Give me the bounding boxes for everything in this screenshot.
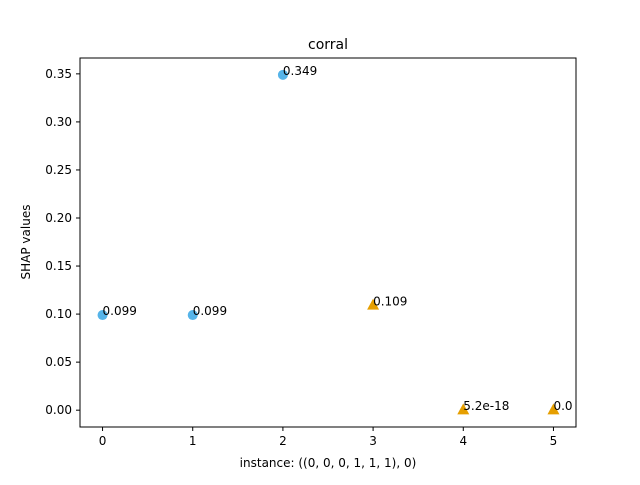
plot-frame bbox=[79, 57, 577, 428]
data-label: 0.109 bbox=[373, 294, 407, 308]
y-tick-label: 0.05 bbox=[45, 355, 72, 369]
chart-title: corral bbox=[308, 37, 348, 53]
y-tick-label: 0.25 bbox=[45, 163, 72, 177]
x-axis-label: instance: ((0, 0, 0, 1, 1, 1), 0) bbox=[240, 456, 417, 470]
data-point bbox=[367, 298, 380, 310]
data-point bbox=[277, 69, 288, 80]
x-tick-label: 1 bbox=[189, 434, 197, 448]
y-tick-label: 0.35 bbox=[45, 67, 72, 81]
y-tick-label: 0.30 bbox=[45, 115, 72, 129]
data-point bbox=[97, 310, 108, 321]
y-tick-label: 0.15 bbox=[45, 259, 72, 273]
data-label: 5.2e-18 bbox=[463, 399, 509, 413]
x-tick-label: 0 bbox=[99, 434, 107, 448]
x-tick-label: 5 bbox=[550, 434, 558, 448]
axes-layer: 0 1 2 3 4 5 0.00 0.05 0.10 0.15 0.20 0.25 0.30 0.35 bbox=[45, 57, 577, 448]
data-point bbox=[187, 310, 198, 321]
data-label: 0.099 bbox=[193, 304, 227, 318]
data-point bbox=[457, 403, 470, 415]
data-label: 0.0 bbox=[553, 399, 572, 413]
y-tick-label: 0.00 bbox=[45, 403, 72, 417]
data-label: 0.349 bbox=[283, 64, 317, 78]
x-tick-label: 3 bbox=[369, 434, 377, 448]
data-point bbox=[547, 403, 560, 415]
y-tick-label: 0.20 bbox=[45, 211, 72, 225]
marks-layer: 0.099 0.099 0.349 0.109 5.2e-18 0.0 bbox=[97, 64, 573, 415]
x-tick-label: 2 bbox=[279, 434, 287, 448]
data-label: 0.099 bbox=[103, 304, 137, 318]
y-axis-label: SHAP values bbox=[19, 205, 33, 280]
y-tick-label: 0.10 bbox=[45, 307, 72, 321]
x-tick-label: 4 bbox=[459, 434, 467, 448]
